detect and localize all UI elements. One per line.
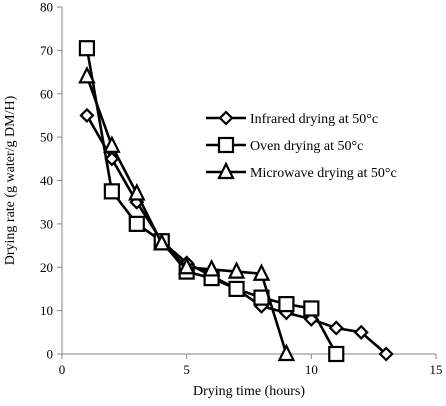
- legend-marker-triangle: [217, 161, 235, 180]
- data-point-triangle: [202, 258, 221, 277]
- y-tick-label: 70: [40, 43, 53, 58]
- legend-item: Oven drying at 50°c: [206, 136, 363, 154]
- data-point-triangle: [227, 261, 246, 279]
- data-point-square: [278, 296, 295, 313]
- data-point-triangle: [78, 65, 96, 84]
- y-tick-label: 0: [47, 347, 54, 362]
- legend: Infrared drying at 50°c Oven drying at 50…: [206, 110, 397, 181]
- data-point-diamond: [328, 320, 344, 336]
- legend-label: Oven drying at 50°c: [250, 139, 363, 154]
- data-point-diamond: [104, 151, 120, 167]
- legend-label: Infrared drying at 50°c: [250, 112, 378, 127]
- y-tick-label: 20: [40, 260, 53, 275]
- y-tick-label: 30: [40, 216, 53, 231]
- data-point-square: [303, 300, 320, 317]
- axes: 0 10 20 30 40 50 60 70 80 0 5 10 15: [40, 0, 443, 377]
- x-tick-label: 10: [305, 362, 318, 377]
- series-layer: [78, 40, 394, 363]
- y-tick-label: 40: [40, 173, 53, 188]
- legend-marker-square: [217, 136, 235, 154]
- y-tick-label: 50: [40, 130, 53, 145]
- data-point-square: [78, 40, 96, 57]
- y-tick-label: 80: [40, 0, 53, 15]
- data-point-square: [328, 345, 345, 363]
- legend-item: Infrared drying at 50°c: [206, 110, 378, 127]
- y-tick-label: 60: [40, 86, 53, 101]
- x-tick-label: 15: [430, 362, 443, 377]
- legend-item: Microwave drying at 50°c: [206, 161, 397, 181]
- data-point-triangle: [152, 232, 171, 251]
- data-point-diamond: [79, 107, 95, 123]
- y-axis-title: Drying rate (g water/g DM/H): [3, 95, 18, 265]
- data-point-triangle: [177, 256, 196, 275]
- legend-label: Microwave drying at 50°c: [250, 166, 397, 181]
- data-point-triangle: [103, 135, 121, 153]
- data-point-square: [128, 215, 145, 232]
- data-point-triangle: [252, 263, 271, 281]
- data-point-square: [228, 280, 245, 298]
- data-point-diamond: [353, 324, 369, 340]
- x-tick-label: 0: [59, 362, 66, 377]
- y-tick-label: 10: [40, 303, 53, 318]
- x-tick-label: 5: [183, 362, 190, 377]
- data-point-triangle: [277, 343, 296, 362]
- x-axis-title: Drying time (hours): [193, 384, 305, 399]
- data-point-square: [103, 183, 120, 200]
- legend-marker-diamond: [218, 110, 234, 126]
- series-triangle: [78, 65, 296, 362]
- series-line: [85, 47, 338, 355]
- series-square: [78, 40, 345, 363]
- data-point-diamond: [378, 346, 394, 362]
- data-point-triangle: [128, 183, 146, 201]
